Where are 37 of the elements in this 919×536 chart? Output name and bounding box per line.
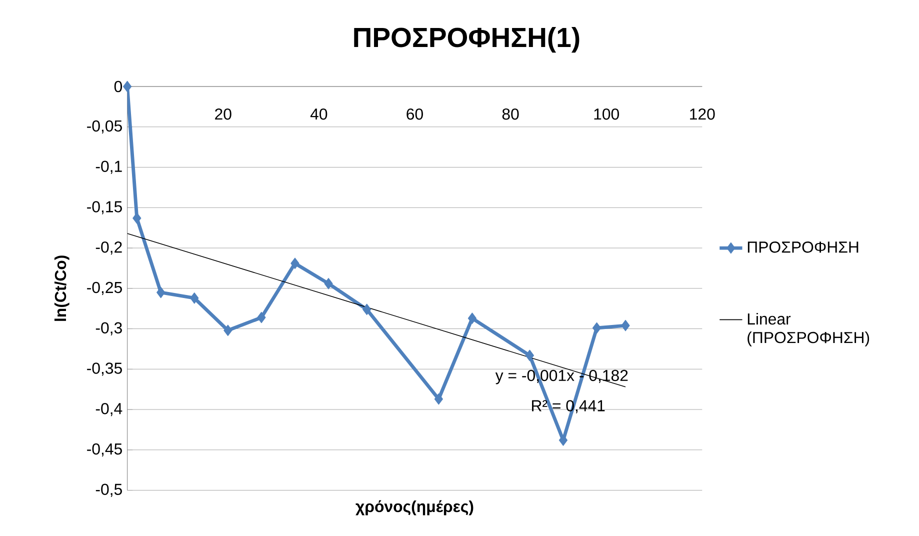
point	[290, 258, 300, 269]
y-tick-label: -0,2	[96, 241, 122, 255]
x-tick-label: 40	[310, 108, 328, 120]
y-tick-label: -0,1	[96, 160, 122, 174]
point	[592, 322, 602, 334]
y-tick-label: -0,4	[96, 402, 122, 416]
y-tick-label: -0,25	[87, 282, 122, 295]
point	[132, 212, 142, 224]
point	[468, 312, 477, 324]
chart-title: ΠΡΟΣΡΟΦΗΣΗ(1)	[354, 27, 580, 53]
y-tick-label: -0,05	[87, 120, 122, 134]
y-tick-label: 0	[114, 80, 122, 92]
point	[525, 350, 534, 362]
point	[156, 286, 166, 298]
point	[558, 434, 568, 446]
y-tick-label: -0,15	[87, 201, 122, 214]
x-tick-label: 100	[594, 108, 619, 120]
x-tick-label: 80	[502, 108, 519, 120]
y-tick-label: -0,5	[96, 484, 122, 497]
point	[190, 292, 199, 304]
y-tick-label: -0,45	[87, 443, 122, 456]
y-tick-label: -0,35	[87, 362, 122, 376]
point	[362, 304, 372, 316]
point	[434, 393, 443, 405]
point	[224, 324, 232, 336]
point	[621, 320, 630, 332]
point	[324, 278, 333, 290]
x-tick-label: 20	[215, 108, 232, 120]
point	[122, 80, 132, 92]
x-tick-label: 120	[690, 108, 715, 120]
y-tick-label: -0,3	[96, 322, 122, 336]
point	[257, 312, 266, 324]
x-axis-title: χρόνος(ημέρες)	[356, 500, 474, 516]
y-axis-title: ln(Ct/Co)	[54, 256, 70, 321]
legend-label: ΠΡΟΣΡΟΦΗΣΗ	[748, 241, 858, 253]
x-tick-label: 60	[406, 108, 423, 120]
legend-label: Linear (ΠΡΟΣΡΟΦΗΣΗ)	[748, 312, 870, 346]
